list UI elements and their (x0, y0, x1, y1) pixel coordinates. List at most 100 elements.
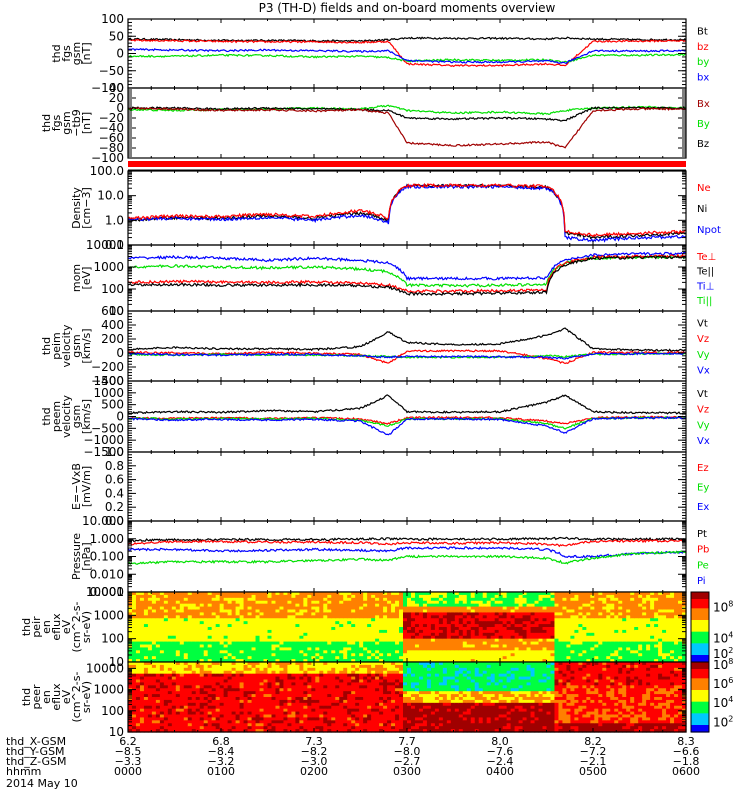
spectrogram-cell (167, 597, 173, 602)
spectrogram-cell (666, 600, 671, 605)
spectrogram-cell (654, 624, 659, 628)
spectrogram-cell (143, 702, 149, 707)
spectrogram-cell (179, 673, 185, 678)
spectrogram-cell (375, 618, 380, 622)
spectrogram-cell (482, 592, 488, 596)
spectrogram-cell (255, 606, 261, 611)
spectrogram-cell (622, 618, 627, 622)
spectrogram-cell (255, 612, 261, 616)
spectrogram-cell (454, 603, 460, 608)
spectrogram-cell (303, 612, 308, 616)
spectrogram-cell (678, 641, 683, 646)
spectrogram-cell (203, 621, 209, 625)
spectrogram-cell (331, 612, 336, 616)
spectrogram-cell (682, 641, 687, 646)
spectrogram-cell (662, 632, 667, 637)
spectrogram-cell (574, 621, 579, 625)
spectrogram-cell (359, 627, 364, 631)
spectrogram-cell (259, 615, 265, 619)
spectrogram-cell (307, 612, 312, 616)
spectrogram-cell (151, 673, 157, 678)
spectrogram-cell (227, 600, 233, 605)
spectrogram-cell (251, 647, 257, 651)
y-axis-label: −tb9 (70, 109, 83, 137)
spectrogram-cell (367, 600, 372, 605)
spectrogram-cell (183, 691, 189, 695)
spectrogram-cell (223, 597, 229, 602)
spectrogram-cell (570, 644, 575, 649)
spectrogram-cell (223, 594, 229, 599)
spectrogram-cell (586, 653, 591, 657)
spectrogram-cell (323, 621, 328, 625)
spectrogram-cell (546, 603, 552, 608)
spectrogram-cell (622, 659, 627, 663)
spectrogram-cell (331, 594, 336, 599)
y-tick-label: −20 (99, 111, 124, 125)
spectrogram-cell (303, 659, 308, 663)
spectrogram-cell (578, 612, 583, 616)
spectrogram-cell (159, 702, 165, 707)
spectrogram-cell (558, 603, 564, 608)
spectrogram-cell (327, 653, 332, 657)
spectrogram-cell (658, 624, 663, 628)
spectrogram-cell (498, 644, 504, 649)
spectrogram-cell (139, 720, 145, 724)
spectrogram-cell (490, 621, 496, 625)
spectrogram-cell (538, 641, 544, 646)
spectrogram-cell (391, 592, 396, 596)
spectrogram-cell (131, 676, 137, 681)
spectrogram-cell (179, 697, 185, 701)
spectrogram-cell (387, 594, 392, 599)
spectrogram-cell (271, 603, 277, 608)
spectrogram-cell (143, 726, 149, 730)
spectrogram-cell (474, 618, 480, 622)
spectrogram-cell (502, 592, 508, 596)
spectrogram-cell (566, 612, 572, 616)
spectrogram-cell (187, 659, 193, 663)
spectrogram-cell (367, 659, 372, 663)
spectrogram-cell (590, 594, 595, 599)
spectrogram-cell (327, 603, 332, 608)
spectrogram-cell (267, 609, 273, 614)
spectrogram-cell (514, 644, 520, 649)
spectrogram-cell (438, 612, 444, 616)
spectrogram-cell (618, 635, 623, 640)
spectrogram-cell (179, 594, 185, 599)
spectrogram-cell (131, 691, 137, 695)
spectrogram-cell (163, 592, 169, 596)
y-tick-label: 50 (109, 29, 124, 43)
spectrogram-cell (247, 597, 253, 602)
spectrogram-cell (506, 600, 512, 605)
spectrogram-cell (247, 618, 253, 622)
spectrogram-cell (203, 603, 209, 608)
spectrogram-cell (414, 606, 420, 611)
spectrogram-cell (470, 624, 476, 628)
spectrogram-cell (646, 629, 651, 634)
spectrogram-cell (606, 606, 611, 611)
spectrogram-cell (311, 606, 316, 611)
spectrogram-cell (486, 621, 492, 625)
spectrogram-cell (163, 650, 169, 654)
spectrogram-cell (526, 621, 532, 625)
spectrogram-cell (646, 624, 651, 628)
spectrogram-cell (666, 624, 671, 628)
spectrogram-cell (522, 629, 528, 634)
spectrogram-cell (678, 635, 683, 640)
spectrogram-cell (167, 667, 173, 672)
spectrogram-cell (478, 618, 484, 622)
spectrogram-cell (610, 618, 615, 622)
spectrogram-cell (259, 659, 265, 663)
spectrogram-cell (542, 612, 548, 616)
spectrogram-cell (387, 656, 392, 660)
spectrogram-cell (438, 632, 444, 637)
spectrogram-cell (538, 627, 544, 631)
spectrogram-cell (670, 653, 675, 657)
spectrogram-cell (267, 650, 273, 654)
spectrogram-cell (586, 612, 591, 616)
spectrogram-cell (534, 606, 540, 611)
spectrogram-cell (239, 627, 245, 631)
spectrogram-cell (450, 629, 456, 634)
spectrogram-cell (131, 656, 137, 660)
spectrogram-cell (610, 594, 615, 599)
spectrogram-cell (128, 723, 133, 727)
